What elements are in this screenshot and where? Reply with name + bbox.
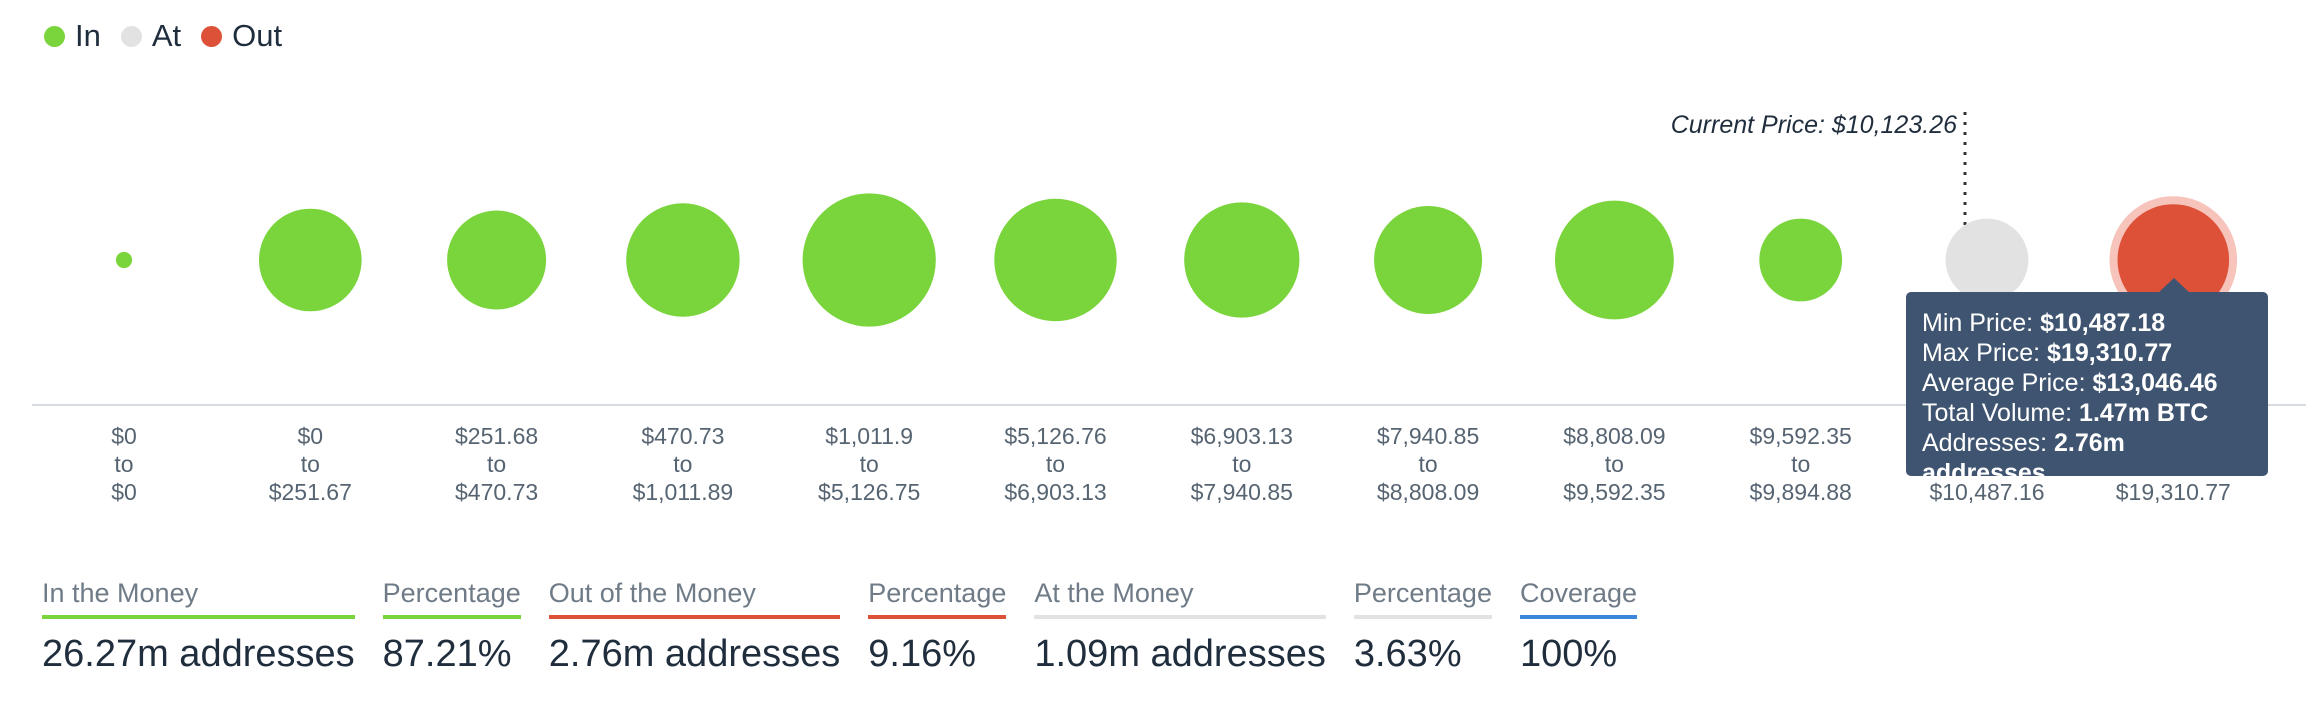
legend: In At Out [44, 18, 302, 54]
stat-out-percentage-label: Percentage [868, 578, 1007, 619]
stat-in-percentage: Percentage 87.21% [382, 578, 521, 676]
stats-summary: In the Money 26.27m addresses Percentage… [42, 578, 1665, 676]
legend-at-dot [120, 25, 142, 47]
tick-label: $5,126.76 [1004, 423, 1106, 449]
tick-label: $5,126.75 [818, 479, 920, 505]
tick-label: $470.73 [455, 479, 538, 505]
legend-out-label: Out [232, 18, 283, 53]
bubble-2[interactable] [259, 208, 362, 312]
tooltip-addresses-label: Addresses: [1922, 429, 2048, 457]
stat-at-percentage-value: 3.63% [1353, 633, 1462, 675]
tick-label: to [487, 451, 506, 477]
bubble-10[interactable] [1759, 218, 1843, 302]
tooltip-avg-price-value: $13,046.46 [2092, 369, 2218, 397]
tooltip-avg-price-label: Average Price: [1922, 369, 2086, 397]
tick-label: $1,011.89 [633, 479, 734, 505]
stat-in-percentage-label: Percentage [382, 578, 521, 619]
tick-label: to [1419, 451, 1438, 477]
tooltip-addresses-value: 2.76m addresses [1922, 429, 2125, 487]
bubble-4[interactable] [626, 203, 740, 317]
bubble-chart: Current Price: $10,123.26$0to$0$0to$251.… [32, 111, 2306, 505]
legend-at-label: At [151, 18, 182, 53]
bubble-11[interactable] [1945, 218, 2029, 302]
bubble-12[interactable] [2117, 204, 2230, 316]
bubble-3[interactable] [447, 210, 547, 310]
tick-label: $19,310.77 [2116, 479, 2231, 505]
legend-out-dot [201, 25, 223, 47]
tick-label: $7,940.85 [1377, 423, 1479, 449]
stat-at-the-money: At the Money 1.09m addresses [1034, 578, 1326, 676]
current-price-label: Current Price: $10,123.26 [1671, 111, 1957, 139]
tick-label: to [1605, 451, 1624, 477]
bubble-9[interactable] [1555, 200, 1674, 320]
tick-label: $1,011.9 [825, 423, 913, 449]
bubble-8[interactable] [1374, 206, 1483, 314]
tick-label: $0 [111, 479, 137, 505]
tick-label: $8,808.09 [1563, 423, 1665, 449]
tick-label: to [860, 451, 879, 477]
stat-out-of-the-money-value: 2.76m addresses [548, 633, 841, 675]
tick-label: $0 [111, 423, 137, 449]
legend-in-label: In [75, 18, 101, 53]
stat-in-the-money-value: 26.27m addresses [42, 633, 355, 675]
tooltip-max-price-value: $19,310.77 [2047, 339, 2173, 367]
stat-at-the-money-value: 1.09m addresses [1034, 633, 1326, 675]
tooltip-arrow [2158, 278, 2190, 293]
bubble-6[interactable] [994, 198, 1117, 322]
tick-label: $0 [298, 423, 324, 449]
stat-in-the-money: In the Money 26.27m addresses [42, 578, 355, 676]
stat-out-of-the-money: Out of the Money 2.76m addresses [548, 578, 841, 676]
stat-out-percentage: Percentage 9.16% [868, 578, 1007, 676]
tick-label: $9,894.88 [1750, 479, 1852, 505]
tooltip-addresses: Addresses: 2.76m addresses [1922, 428, 2252, 488]
tick-label: $251.67 [269, 479, 352, 505]
tick-label: $251.68 [455, 423, 538, 449]
bubble-7[interactable] [1184, 202, 1300, 318]
tick-label: $8,808.09 [1377, 479, 1479, 505]
stat-coverage-value: 100% [1519, 633, 1618, 675]
stat-in-the-money-label: In the Money [42, 578, 355, 619]
tooltip-volume-label: Total Volume: [1922, 399, 2073, 427]
tooltip-max-price-label: Max Price: [1922, 339, 2041, 367]
tooltip: Min Price: $10,487.18 Max Price: $19,310… [1906, 292, 2268, 487]
legend-item-at[interactable]: At [120, 18, 182, 54]
tick-label: to [673, 451, 692, 477]
tick-label: to [1046, 451, 1065, 477]
stat-at-the-money-label: At the Money [1034, 578, 1326, 619]
tick-label: to [1791, 451, 1810, 477]
stat-out-percentage-value: 9.16% [868, 633, 976, 675]
stat-coverage: Coverage 100% [1519, 578, 1638, 676]
tick-label: $470.73 [641, 423, 724, 449]
legend-item-in[interactable]: In [44, 18, 101, 54]
tooltip-max-price: Max Price: $19,310.77 [1922, 338, 2252, 368]
legend-in-dot [44, 25, 65, 47]
tooltip-volume: Total Volume: 1.47m BTC [1922, 398, 2252, 428]
tick-label: $10,487.16 [1929, 479, 2044, 505]
tooltip-avg-price: Average Price: $13,046.46 [1922, 368, 2252, 398]
tooltip-volume-value: 1.47m BTC [2079, 399, 2209, 427]
tick-label: to [1232, 451, 1251, 477]
tick-label: $6,903.13 [1004, 479, 1106, 505]
stat-in-percentage-value: 87.21% [382, 633, 512, 675]
tick-label: to [114, 451, 133, 477]
bubble-1[interactable] [115, 251, 133, 269]
stat-at-percentage-label: Percentage [1353, 578, 1492, 619]
stat-out-of-the-money-label: Out of the Money [548, 578, 841, 619]
tick-label: $7,940.85 [1191, 479, 1293, 505]
tick-label: $6,903.13 [1191, 423, 1293, 449]
tick-label: to [301, 451, 320, 477]
stat-coverage-label: Coverage [1519, 578, 1638, 619]
tooltip-min-price-label: Min Price: [1922, 309, 2034, 337]
bubble-5[interactable] [802, 193, 936, 327]
tick-label: $9,592.35 [1563, 479, 1665, 505]
stat-at-percentage: Percentage 3.63% [1353, 578, 1492, 676]
tick-label: $9,592.35 [1750, 423, 1852, 449]
legend-item-out[interactable]: Out [201, 18, 282, 54]
tooltip-min-price-value: $10,487.18 [2040, 309, 2166, 337]
tooltip-min-price: Min Price: $10,487.18 [1922, 308, 2252, 338]
